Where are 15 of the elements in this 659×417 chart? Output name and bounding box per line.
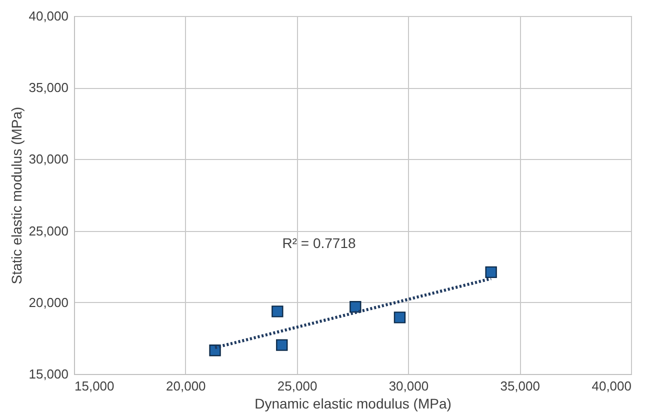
y-tick-label: 40,000 [28,8,68,24]
x-tick-label: 30,000 [388,378,429,394]
y-tick-label: 25,000 [28,223,68,238]
x-tick-label: 25,000 [277,378,318,394]
x-tick-label: 40,000 [592,378,632,394]
annotation: R² = 0.7718 [282,235,356,251]
y-axis-title: Static elastic modulus (MPa) [8,106,25,284]
x-axis-title: Dynamic elastic modulus (MPa) [254,396,452,412]
y-tick-label: 15,000 [28,366,68,382]
x-tick-label: 20,000 [166,378,206,394]
y-tick-label: 30,000 [28,152,68,167]
x-tick-label: 35,000 [500,378,540,394]
y-tick-label: 20,000 [28,294,68,310]
x-tick-label: 15,000 [74,378,114,394]
y-tick-label: 35,000 [28,80,68,96]
